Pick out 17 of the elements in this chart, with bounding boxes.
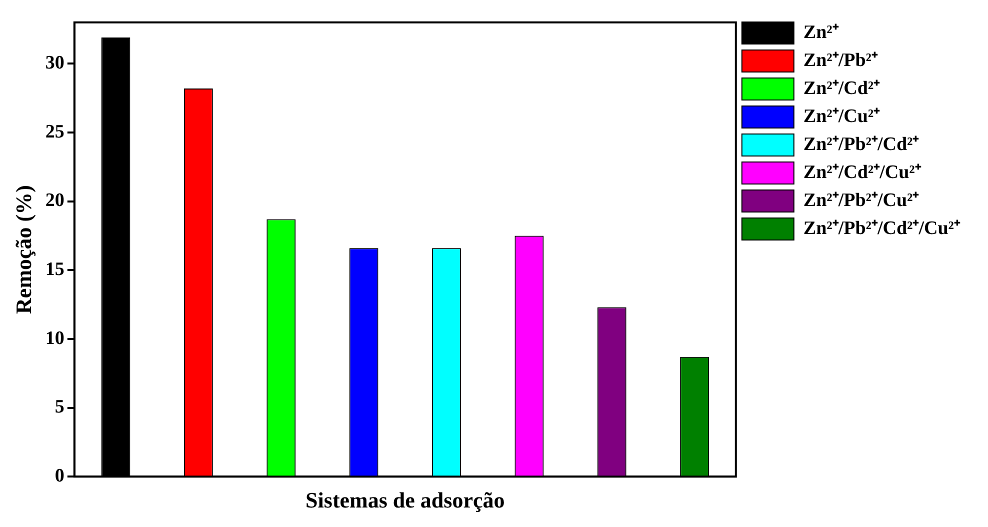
y-tick-label: 0 <box>54 466 64 487</box>
legend-label: Zn²⁺/Cd²⁺/Cu²⁺ <box>803 162 922 183</box>
y-axis-title: Remoção (%) <box>10 185 36 314</box>
legend-label: Zn²⁺/Cd²⁺ <box>803 78 881 99</box>
y-tick-label: 10 <box>45 328 64 349</box>
legend-label: Zn²⁺/Pb²⁺/Cd²⁺ <box>803 134 920 155</box>
y-tick-label: 15 <box>45 259 64 280</box>
y-tick-label: 5 <box>54 396 64 418</box>
y-tick-label: 25 <box>45 121 64 142</box>
y-tick-label: 20 <box>45 190 64 212</box>
legend-label: Zn²⁺/Pb²⁺ <box>803 50 878 71</box>
y-tick-label: 30 <box>45 52 64 74</box>
legend-label: Zn²⁺ <box>803 22 840 43</box>
legend-label: Zn²⁺/Pb²⁺/Cd²⁺/Cu²⁺ <box>803 218 961 239</box>
legend-label: Zn²⁺/Pb²⁺/Cu²⁺ <box>803 190 920 211</box>
x-axis-title: Sistemas de adsorção <box>306 487 505 512</box>
legend-label: Zn²⁺/Cu²⁺ <box>803 106 881 127</box>
